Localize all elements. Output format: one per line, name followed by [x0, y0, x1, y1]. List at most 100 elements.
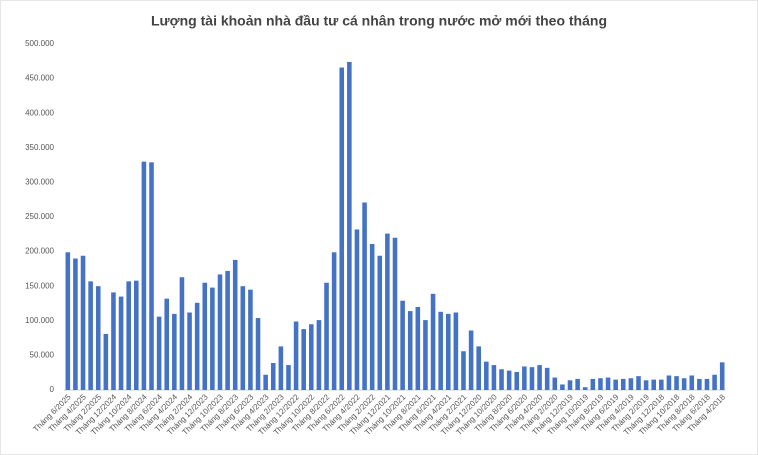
bar	[95, 286, 101, 390]
bar	[712, 374, 717, 390]
bar	[339, 67, 345, 390]
bar	[263, 374, 268, 390]
bar	[270, 363, 276, 390]
bar	[552, 377, 558, 390]
bar	[681, 378, 687, 390]
bar	[689, 375, 695, 390]
bar	[445, 313, 451, 390]
bar	[278, 346, 284, 390]
y-tick-label: 100.000	[25, 316, 54, 325]
bar	[522, 366, 527, 390]
bar	[156, 316, 162, 390]
bar	[248, 289, 253, 390]
bar	[430, 293, 436, 390]
bar	[499, 369, 504, 390]
y-tick-label: 200.000	[25, 247, 54, 256]
bar	[141, 161, 147, 390]
bar	[704, 378, 710, 390]
bar	[354, 229, 360, 390]
bar	[149, 162, 154, 390]
bar	[118, 296, 124, 390]
bar	[88, 281, 93, 390]
bar	[293, 321, 299, 390]
bar	[164, 298, 170, 390]
bar	[620, 378, 626, 390]
bar	[324, 282, 329, 390]
bar	[103, 333, 109, 390]
bar	[484, 361, 489, 390]
bar	[697, 378, 702, 390]
bar	[476, 346, 481, 390]
bar	[134, 280, 139, 390]
bar	[628, 378, 634, 390]
bar	[255, 318, 261, 390]
y-tick-label: 400.000	[25, 108, 54, 117]
bar	[65, 252, 71, 390]
y-tick-label: 500.000	[25, 39, 54, 48]
bar	[506, 370, 512, 390]
bar	[240, 286, 246, 390]
bar	[316, 320, 322, 390]
bar	[80, 255, 86, 390]
bar	[232, 259, 238, 390]
bar	[666, 375, 672, 390]
bar	[582, 387, 588, 390]
bar	[400, 300, 405, 390]
bar	[392, 237, 398, 390]
bar	[385, 233, 390, 390]
bar	[369, 243, 375, 390]
bar	[590, 378, 596, 390]
bar	[111, 292, 116, 390]
bar	[286, 365, 291, 390]
bar	[491, 365, 497, 390]
y-tick-label: 0	[50, 385, 55, 394]
y-tick-label: 450.000	[25, 74, 54, 83]
y-tick-label: 250.000	[25, 212, 54, 221]
bar	[514, 372, 520, 390]
bar	[423, 320, 428, 390]
bar	[172, 313, 177, 390]
bar	[187, 312, 192, 390]
bar	[179, 277, 185, 390]
bar	[598, 378, 603, 390]
bar	[636, 376, 641, 390]
bar	[73, 258, 78, 390]
bar	[529, 367, 535, 390]
bar	[461, 351, 466, 390]
bar	[301, 329, 306, 390]
bar	[719, 362, 725, 390]
bar	[605, 377, 611, 390]
bar	[575, 378, 580, 390]
bar	[362, 202, 367, 390]
y-tick-label: 50.000	[30, 351, 55, 360]
bar	[210, 287, 215, 390]
bar	[468, 330, 474, 390]
bar	[194, 302, 200, 390]
bar	[438, 311, 443, 390]
bar	[453, 312, 459, 390]
bar	[202, 282, 208, 390]
bar	[651, 379, 656, 390]
y-tick-label: 150.000	[25, 281, 54, 290]
bar	[537, 365, 542, 390]
bar	[659, 379, 664, 390]
bar	[309, 324, 314, 390]
bar	[560, 384, 565, 390]
bar	[331, 252, 337, 390]
bar	[126, 281, 131, 390]
bar	[567, 380, 573, 390]
bar	[225, 270, 230, 390]
bar	[544, 367, 550, 390]
bar	[217, 274, 223, 390]
y-tick-label: 350.000	[25, 143, 54, 152]
bar	[415, 306, 421, 390]
chart-title: Lượng tài khoản nhà đầu tư cá nhân trong…	[151, 13, 607, 29]
bar	[407, 311, 413, 390]
bar	[643, 380, 649, 390]
bar	[377, 255, 383, 390]
bar	[674, 376, 679, 390]
y-tick-label: 300.000	[25, 178, 54, 187]
bar	[613, 379, 618, 390]
